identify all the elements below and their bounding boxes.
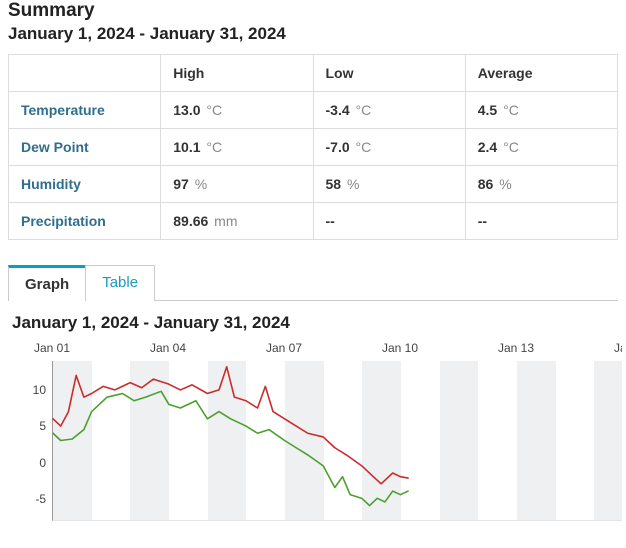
chart-title: January 1, 2024 - January 31, 2024 [12, 313, 618, 333]
cell-value: 86 % [465, 166, 617, 203]
y-tick-label: 10 [33, 383, 46, 397]
cell-value: 4.5 °C [465, 92, 617, 129]
table-row: Precipitation89.66 mm---- [9, 203, 618, 240]
y-tick-label: -5 [35, 492, 46, 506]
cell-value: 97 % [161, 166, 313, 203]
tab-table[interactable]: Table [85, 265, 155, 301]
cell-value: -- [465, 203, 617, 240]
cell-value: 89.66 mm [161, 203, 313, 240]
tabs: Graph Table [8, 264, 618, 301]
cell-value: -- [313, 203, 465, 240]
cell-value: -3.4 °C [313, 92, 465, 129]
summary-table: High Low Average Temperature13.0 °C-3.4 … [8, 54, 618, 240]
col-blank [9, 55, 161, 92]
page-title: Summary [8, 0, 618, 22]
series-low [53, 391, 408, 505]
x-tick-label: Jan 13 [498, 341, 534, 355]
col-avg: Average [465, 55, 617, 92]
cell-value: 58 % [313, 166, 465, 203]
y-tick-label: 5 [39, 419, 46, 433]
x-tick-label: Jan 07 [266, 341, 302, 355]
row-label: Precipitation [9, 203, 161, 240]
table-row: Temperature13.0 °C-3.4 °C4.5 °C [9, 92, 618, 129]
x-tick-label: Jan 01 [34, 341, 70, 355]
table-row: Dew Point10.1 °C-7.0 °C2.4 °C [9, 129, 618, 166]
x-tick-label: Jan 16 [614, 341, 622, 355]
col-high: High [161, 55, 313, 92]
y-tick-label: 0 [39, 456, 46, 470]
chart-lines [53, 361, 622, 520]
cell-value: 13.0 °C [161, 92, 313, 129]
cell-value: -7.0 °C [313, 129, 465, 166]
cell-value: 2.4 °C [465, 129, 617, 166]
row-label: Temperature [9, 92, 161, 129]
x-tick-label: Jan 10 [382, 341, 418, 355]
row-label: Humidity [9, 166, 161, 203]
col-low: Low [313, 55, 465, 92]
table-row: Humidity97 %58 %86 % [9, 166, 618, 203]
series-high [53, 367, 408, 484]
row-label: Dew Point [9, 129, 161, 166]
tab-graph[interactable]: Graph [8, 265, 86, 301]
chart-plot [52, 361, 622, 521]
chart-area: Jan 01 Jan 04 Jan 07 Jan 10 Jan 13 Jan 16 -5 0… [12, 337, 622, 527]
x-tick-label: Jan 04 [150, 341, 186, 355]
date-range: January 1, 2024 - January 31, 2024 [8, 24, 618, 44]
cell-value: 10.1 °C [161, 129, 313, 166]
